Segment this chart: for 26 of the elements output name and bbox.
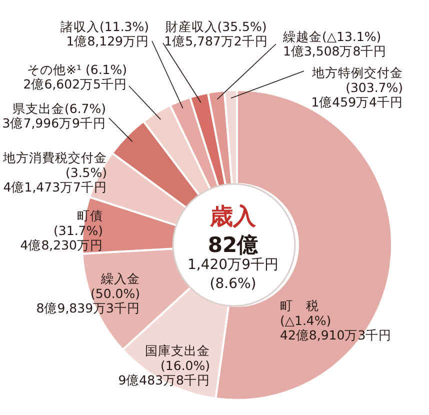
slice-label: その他※¹ (6.1%) bbox=[27, 62, 127, 76]
text: (8.6%) bbox=[210, 276, 256, 292]
slice-label: 繰入金(50.0%) bbox=[90, 270, 140, 300]
slice-label: 地方特例交付金(303.7%) bbox=[311, 64, 403, 94]
slice-label: 町 税(△1.4%) bbox=[280, 298, 332, 328]
text: 歳入 bbox=[209, 204, 257, 230]
slice-label: 財産収入(35.5%) bbox=[165, 18, 267, 34]
slice-label: 諸収入(11.3%) bbox=[60, 18, 149, 34]
text: 1億459万4千円 bbox=[311, 94, 403, 110]
text: 8億9,839万3千円 bbox=[36, 300, 140, 316]
text: 82億 bbox=[208, 233, 260, 257]
slice-label: 繰越金(△13.1%) bbox=[282, 28, 382, 44]
text: 1億5,787万2千円 bbox=[164, 34, 268, 48]
text: 9億483万8千円 bbox=[118, 372, 210, 388]
text: 4億8,230万円 bbox=[20, 238, 103, 252]
text: 4億1,473万7千円 bbox=[3, 180, 107, 194]
slice-label: 県支出金(6.7%) bbox=[12, 100, 106, 116]
slice-label: 地方消費税交付金(3.5%) bbox=[2, 150, 107, 180]
slice-label: 町債(31.7%) bbox=[54, 208, 103, 238]
text: 1,420万9千円 bbox=[188, 257, 278, 273]
text: 3億7,996万9千円 bbox=[2, 116, 106, 130]
text: 2億6,602万5千円 bbox=[23, 76, 127, 92]
text: 1億8,129万円 bbox=[66, 34, 149, 48]
text: 1億3,508万8千円 bbox=[283, 44, 387, 58]
slice-label: 国庫支出金(16.0%) bbox=[145, 342, 210, 372]
text: 42億8,910万3千円 bbox=[280, 328, 392, 342]
